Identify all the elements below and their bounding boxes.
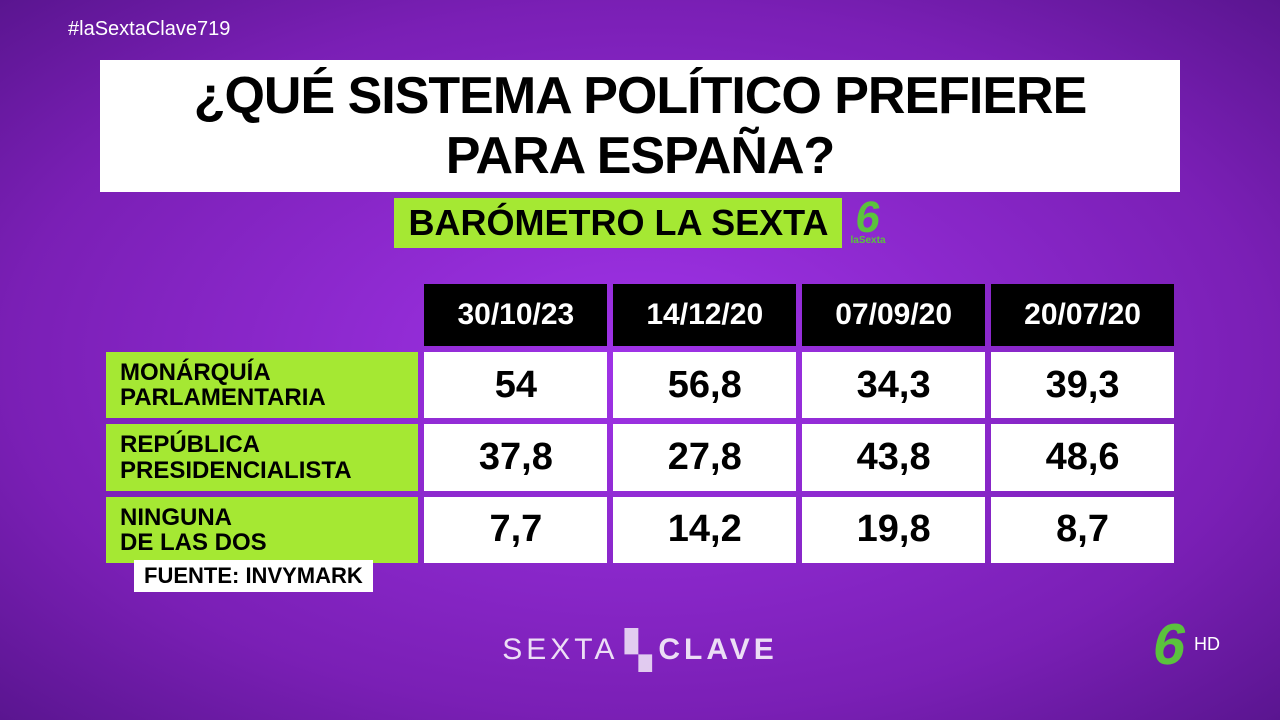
row-label: REPÚBLICAPRESIDENCIALISTA bbox=[106, 424, 418, 490]
program-logo: SEXTA CLAVE bbox=[502, 628, 778, 672]
table-cell: 56,8 bbox=[613, 352, 796, 418]
table-cell: 14,2 bbox=[613, 497, 796, 563]
headline-title: ¿QUÉ SISTEMA POLÍTICO PREFIERE PARA ESPA… bbox=[100, 60, 1180, 192]
subtitle-badge: BARÓMETRO LA SEXTA bbox=[394, 198, 842, 248]
hashtag-text: #laSextaClave719 bbox=[68, 18, 230, 41]
main-panel: ¿QUÉ SISTEMA POLÍTICO PREFIERE PARA ESPA… bbox=[100, 60, 1180, 569]
table-corner bbox=[106, 284, 418, 346]
table-cell: 43,8 bbox=[802, 424, 985, 490]
subtitle-row: BARÓMETRO LA SEXTA 6 laSexta bbox=[100, 198, 1180, 248]
logo-divider-icon bbox=[624, 628, 652, 672]
table-cell: 34,3 bbox=[802, 352, 985, 418]
table-cell: 8,7 bbox=[991, 497, 1174, 563]
table-cell: 54 bbox=[424, 352, 607, 418]
table-cell: 7,7 bbox=[424, 497, 607, 563]
table-cell: 48,6 bbox=[991, 424, 1174, 490]
table-row: NINGUNADE LAS DOS 7,7 14,2 19,8 8,7 bbox=[106, 497, 1174, 563]
row-label: MONÁRQUÍAPARLAMENTARIA bbox=[106, 352, 418, 418]
lasexta-logo-icon: 6 laSexta bbox=[850, 200, 885, 246]
table-cell: 37,8 bbox=[424, 424, 607, 490]
poll-table: 30/10/23 14/12/20 07/09/20 20/07/20 MONÁ… bbox=[100, 278, 1180, 569]
channel-logo: 6 HD bbox=[1154, 622, 1220, 668]
date-header: 20/07/20 bbox=[991, 284, 1174, 346]
table-row: REPÚBLICAPRESIDENCIALISTA 37,8 27,8 43,8… bbox=[106, 424, 1174, 490]
date-header: 14/12/20 bbox=[613, 284, 796, 346]
date-header: 07/09/20 bbox=[802, 284, 985, 346]
table-cell: 27,8 bbox=[613, 424, 796, 490]
table-row: MONÁRQUÍAPARLAMENTARIA 54 56,8 34,3 39,3 bbox=[106, 352, 1174, 418]
date-header: 30/10/23 bbox=[424, 284, 607, 346]
hd-badge: HD bbox=[1194, 634, 1220, 655]
row-label: NINGUNADE LAS DOS bbox=[106, 497, 418, 563]
table-cell: 39,3 bbox=[991, 352, 1174, 418]
channel-six-icon: 6 bbox=[1150, 622, 1190, 668]
table-cell: 19,8 bbox=[802, 497, 985, 563]
source-label: FUENTE: INVYMARK bbox=[134, 560, 373, 592]
poll-table-wrap: 30/10/23 14/12/20 07/09/20 20/07/20 MONÁ… bbox=[100, 278, 1180, 569]
